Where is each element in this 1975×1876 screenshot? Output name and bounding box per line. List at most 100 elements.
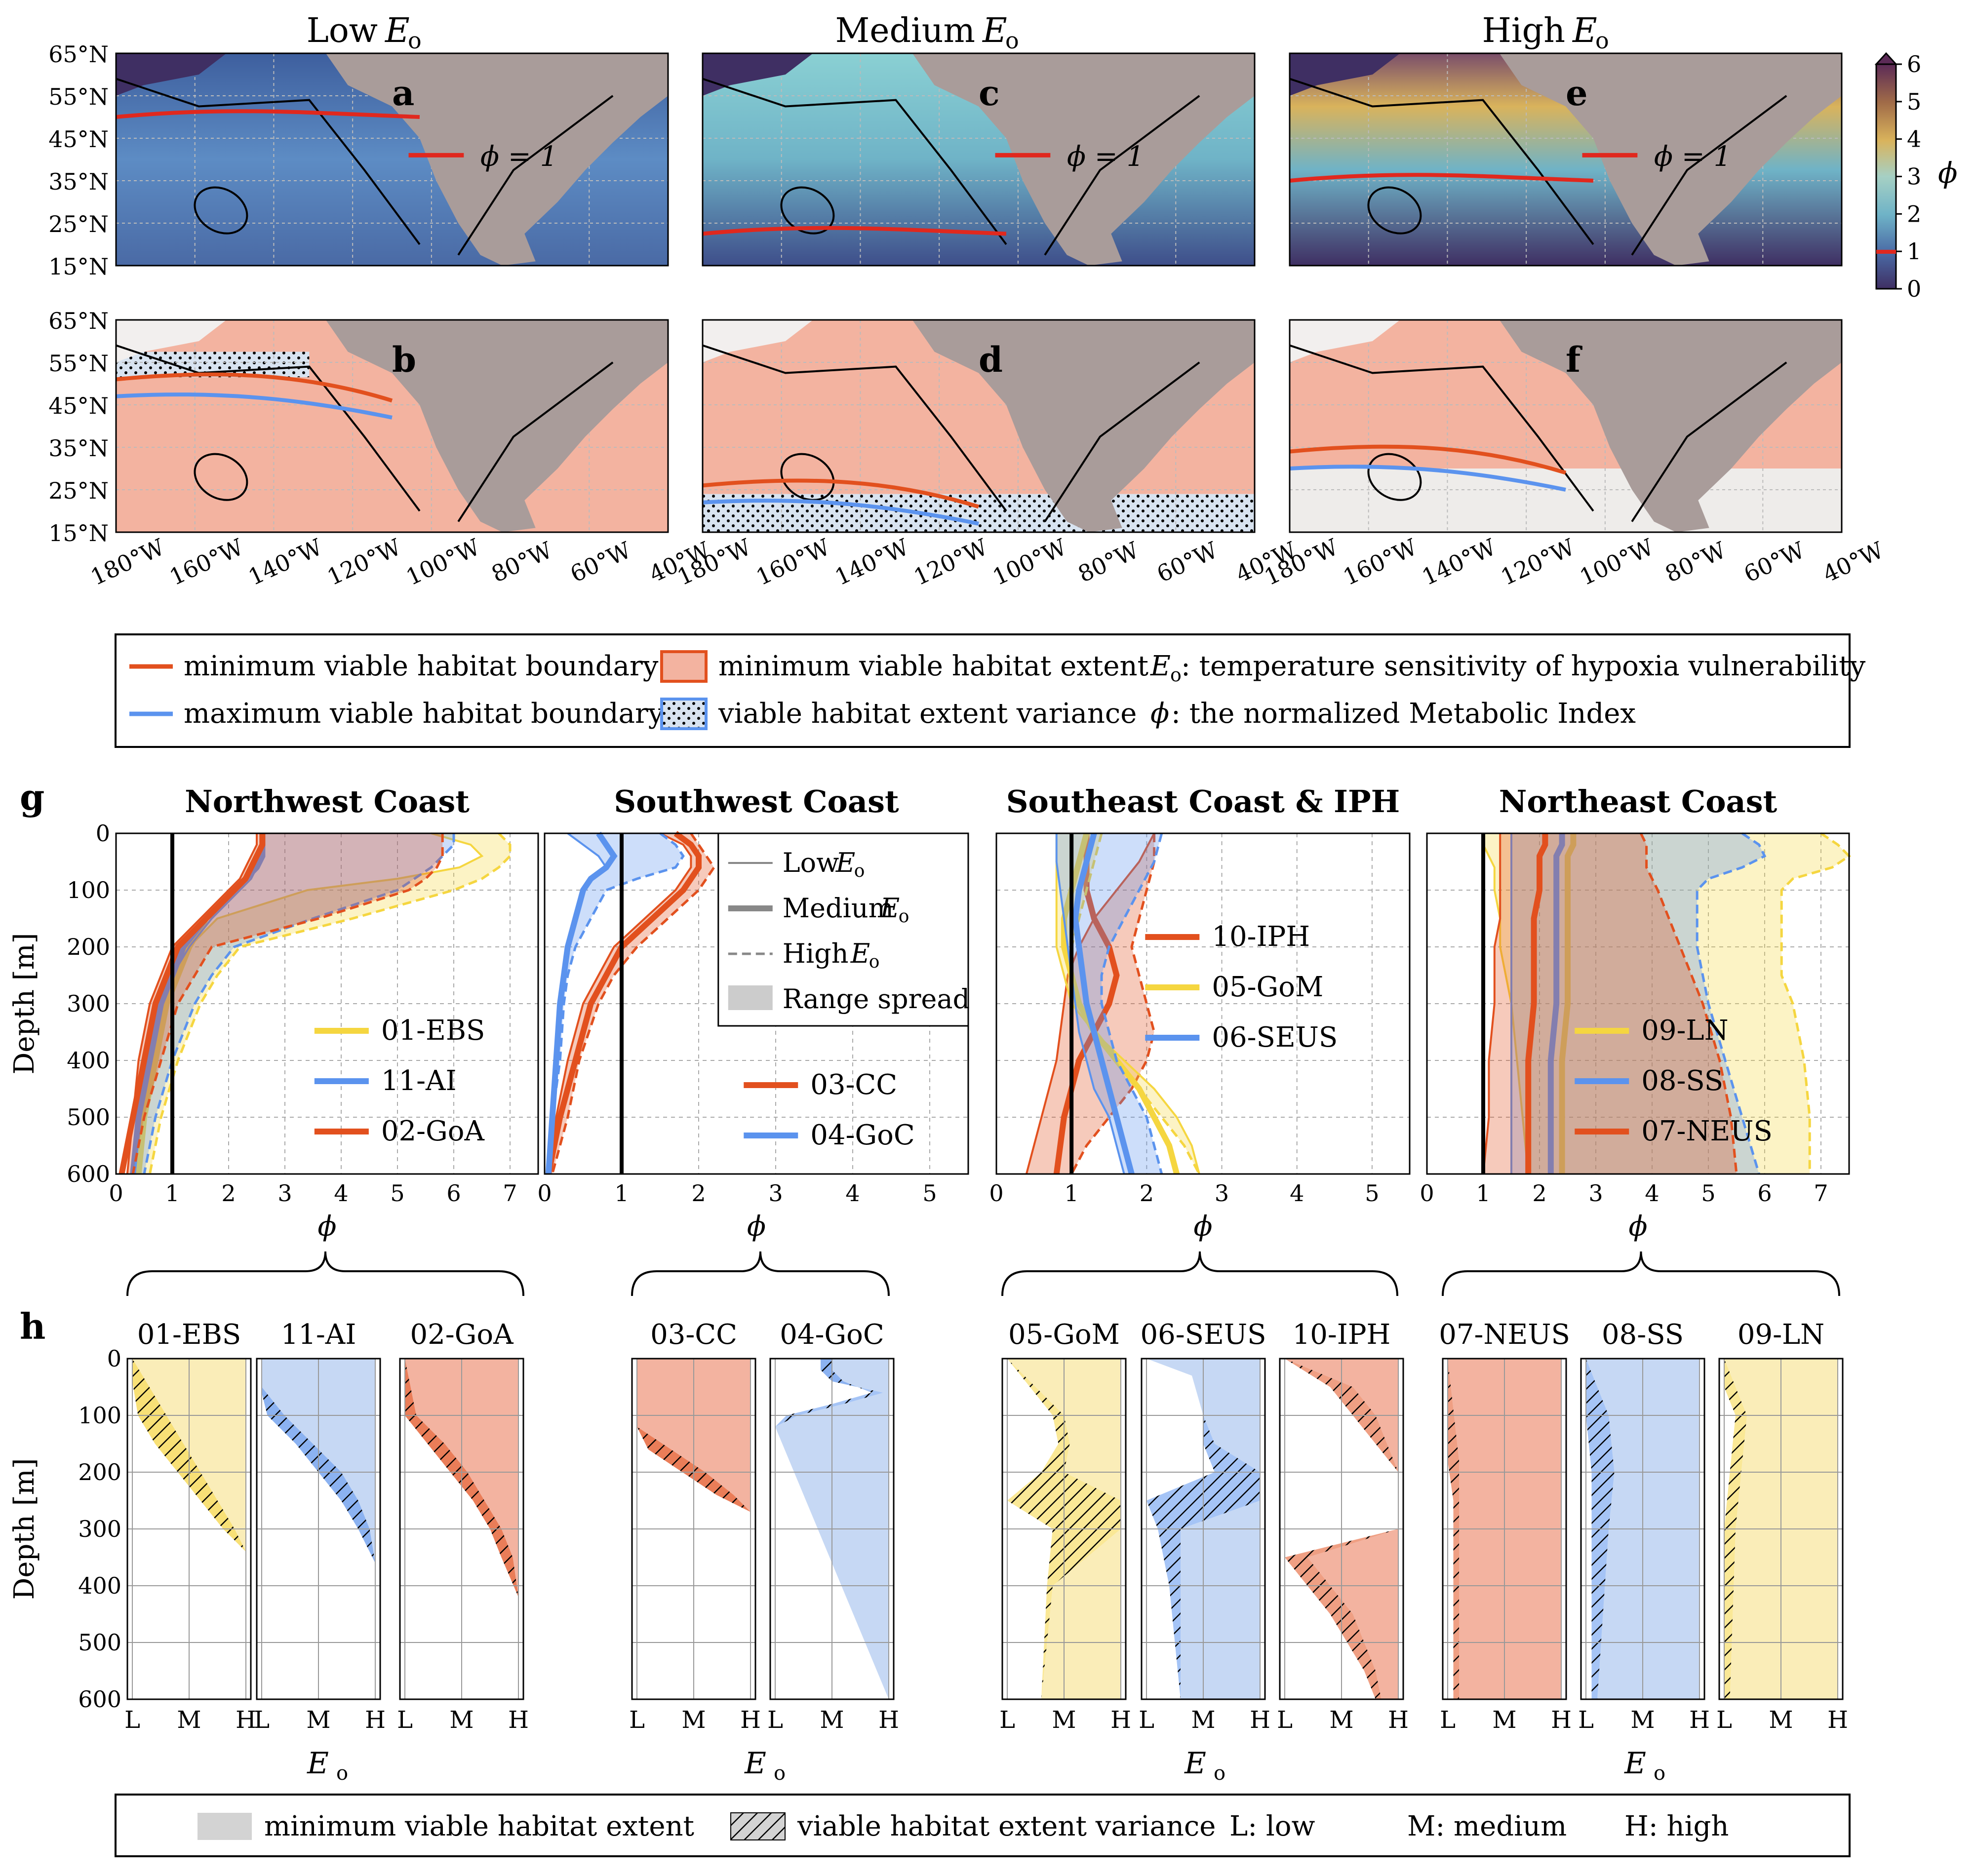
- panel-title: Northwest Coast: [185, 783, 470, 820]
- x-tick-label: H: [740, 1706, 761, 1734]
- lat-tick-label: 45°N: [48, 126, 109, 153]
- phi-threshold-line: [116, 109, 420, 119]
- region-title: 08-SS: [1602, 1319, 1684, 1351]
- land-mass-west: [1290, 53, 1400, 96]
- y-tick-label: 0: [96, 820, 110, 847]
- legend-label-09-LN: 09-LN: [1641, 1015, 1728, 1047]
- lon-tick-label: 40°W: [1818, 537, 1888, 588]
- lat-tick-label: 65°N: [48, 308, 109, 334]
- line-high-04-GoC: [547, 832, 685, 1174]
- max-boundary-line: [702, 499, 979, 526]
- panel-letter: b: [392, 339, 416, 380]
- legend-min-extent: minimum viable habitat extent: [718, 650, 1149, 682]
- y-tick-label: 500: [67, 1104, 110, 1131]
- x-axis-label-e: E: [1624, 1746, 1646, 1781]
- x-tick-label: 1: [165, 1180, 179, 1207]
- line-high-07-NEUS: [1639, 832, 1738, 1174]
- x-axis-label-e: E: [744, 1746, 766, 1781]
- y-tick-label: 500: [78, 1629, 121, 1656]
- land-mass: [325, 53, 668, 266]
- range-spread-11-AI: [133, 833, 454, 1174]
- x-tick-label: 1: [1065, 1180, 1079, 1207]
- x-tick-label: L: [1578, 1706, 1594, 1734]
- x-tick-label: H: [236, 1706, 256, 1734]
- colorbar: ϕ 0 1 2 3 4 5 6: [1874, 51, 1958, 302]
- line-medium-04-GoC: [545, 831, 618, 1174]
- extent-panel-01-EBS: 01-EBS L M H 0 100 200 300 400 500 600: [78, 1319, 256, 1734]
- legend-variance2-hatch: [730, 1812, 786, 1840]
- min-boundary-line: [1289, 444, 1567, 475]
- phi-legend-label: ϕ = 1: [1654, 141, 1731, 173]
- x-axis-label: ϕ: [317, 1211, 336, 1243]
- region-boundary-island: [1367, 453, 1422, 501]
- x-tick-label: 5: [922, 1180, 937, 1207]
- lon-tick-label: 140°W: [1418, 533, 1501, 590]
- map-panel: ϕ = 1 e: [1289, 52, 1843, 267]
- x-tick-label: M: [449, 1706, 474, 1734]
- lat-tick-label: 65°N: [48, 41, 109, 68]
- x-tick-label: M: [1052, 1706, 1076, 1734]
- line-low-07-NEUS: [1482, 833, 1501, 1174]
- lat-tick-label: 25°N: [48, 477, 109, 504]
- colorbar-tick-label: 5: [1907, 88, 1921, 115]
- region-title: 09-LN: [1738, 1319, 1824, 1351]
- land-mass: [912, 320, 1255, 532]
- extent-panel-03-CC: 03-CC L M H: [629, 1319, 761, 1734]
- x-tick-label: 0: [989, 1180, 1003, 1207]
- land-mass-west: [703, 53, 813, 96]
- lon-tick-label: 120°W: [1497, 533, 1579, 590]
- plot-frame: [1580, 1358, 1705, 1700]
- y-tick-label: 600: [67, 1161, 110, 1187]
- plot-frame: [1141, 1358, 1266, 1700]
- region-boundary: [1289, 78, 1787, 256]
- extent-panel-08-SS: 08-SS L M H: [1578, 1319, 1710, 1734]
- x-tick-label: 2: [1140, 1180, 1154, 1207]
- land-mass: [325, 320, 668, 532]
- y-tick-label: 100: [67, 877, 110, 903]
- style-legend-label: Medium: [783, 893, 894, 924]
- x-tick-label: H: [508, 1706, 529, 1734]
- lon-tick-label: 160°W: [165, 533, 248, 590]
- x-tick-label: 4: [1645, 1180, 1659, 1207]
- plot-frame: [631, 1358, 756, 1700]
- lon-tick-label: 100°W: [402, 533, 484, 590]
- x-tick-label: L: [1139, 1706, 1154, 1734]
- land-mass-west: [1290, 320, 1400, 362]
- extent-panel-04-GoC: 04-GoC L M H: [767, 1319, 899, 1734]
- plot-frame: [1442, 1358, 1567, 1700]
- x-tick-label: 3: [1588, 1180, 1603, 1207]
- column-header-medium: Medium E o: [835, 11, 1019, 54]
- phi-legend-label: ϕ = 1: [480, 141, 557, 173]
- x-tick-label: M: [306, 1706, 330, 1734]
- panel-letter-g: g: [20, 776, 44, 818]
- land-mass-west: [703, 320, 813, 362]
- lat-tick-label: 35°N: [48, 168, 109, 195]
- map-nonviable-band: [1290, 469, 1842, 532]
- style-legend-label: High: [783, 938, 849, 969]
- region-boundary-island: [780, 453, 835, 501]
- extent-fill: [262, 1359, 375, 1699]
- range-spread-06-SEUS: [1056, 833, 1162, 1174]
- lon-tick-label: 100°W: [1576, 533, 1658, 590]
- plot-frame: [995, 832, 1411, 1175]
- lon-tick-label: 80°W: [1661, 537, 1730, 588]
- legend-min-boundary: minimum viable habitat boundary: [184, 650, 659, 682]
- colorbar-tick-label: 2: [1907, 200, 1921, 227]
- plot-frame: [1426, 832, 1850, 1175]
- plot-frame: [1279, 1358, 1404, 1700]
- legend-label-04-GoC: 04-GoC: [810, 1119, 914, 1151]
- legend-variance-swatch: [660, 698, 708, 730]
- panel-letter: e: [1566, 73, 1588, 114]
- region-boundary-island: [1367, 186, 1422, 234]
- plot-frame: [115, 832, 539, 1175]
- x-tick-label: L: [1716, 1706, 1732, 1734]
- header-low-e: E: [384, 11, 410, 50]
- legend-label-05-GoM: 05-GoM: [1212, 971, 1323, 1003]
- x-axis-label: ϕ: [747, 1211, 766, 1243]
- colorbar-label: ϕ: [1938, 156, 1958, 190]
- lat-tick-label: 55°N: [48, 83, 109, 110]
